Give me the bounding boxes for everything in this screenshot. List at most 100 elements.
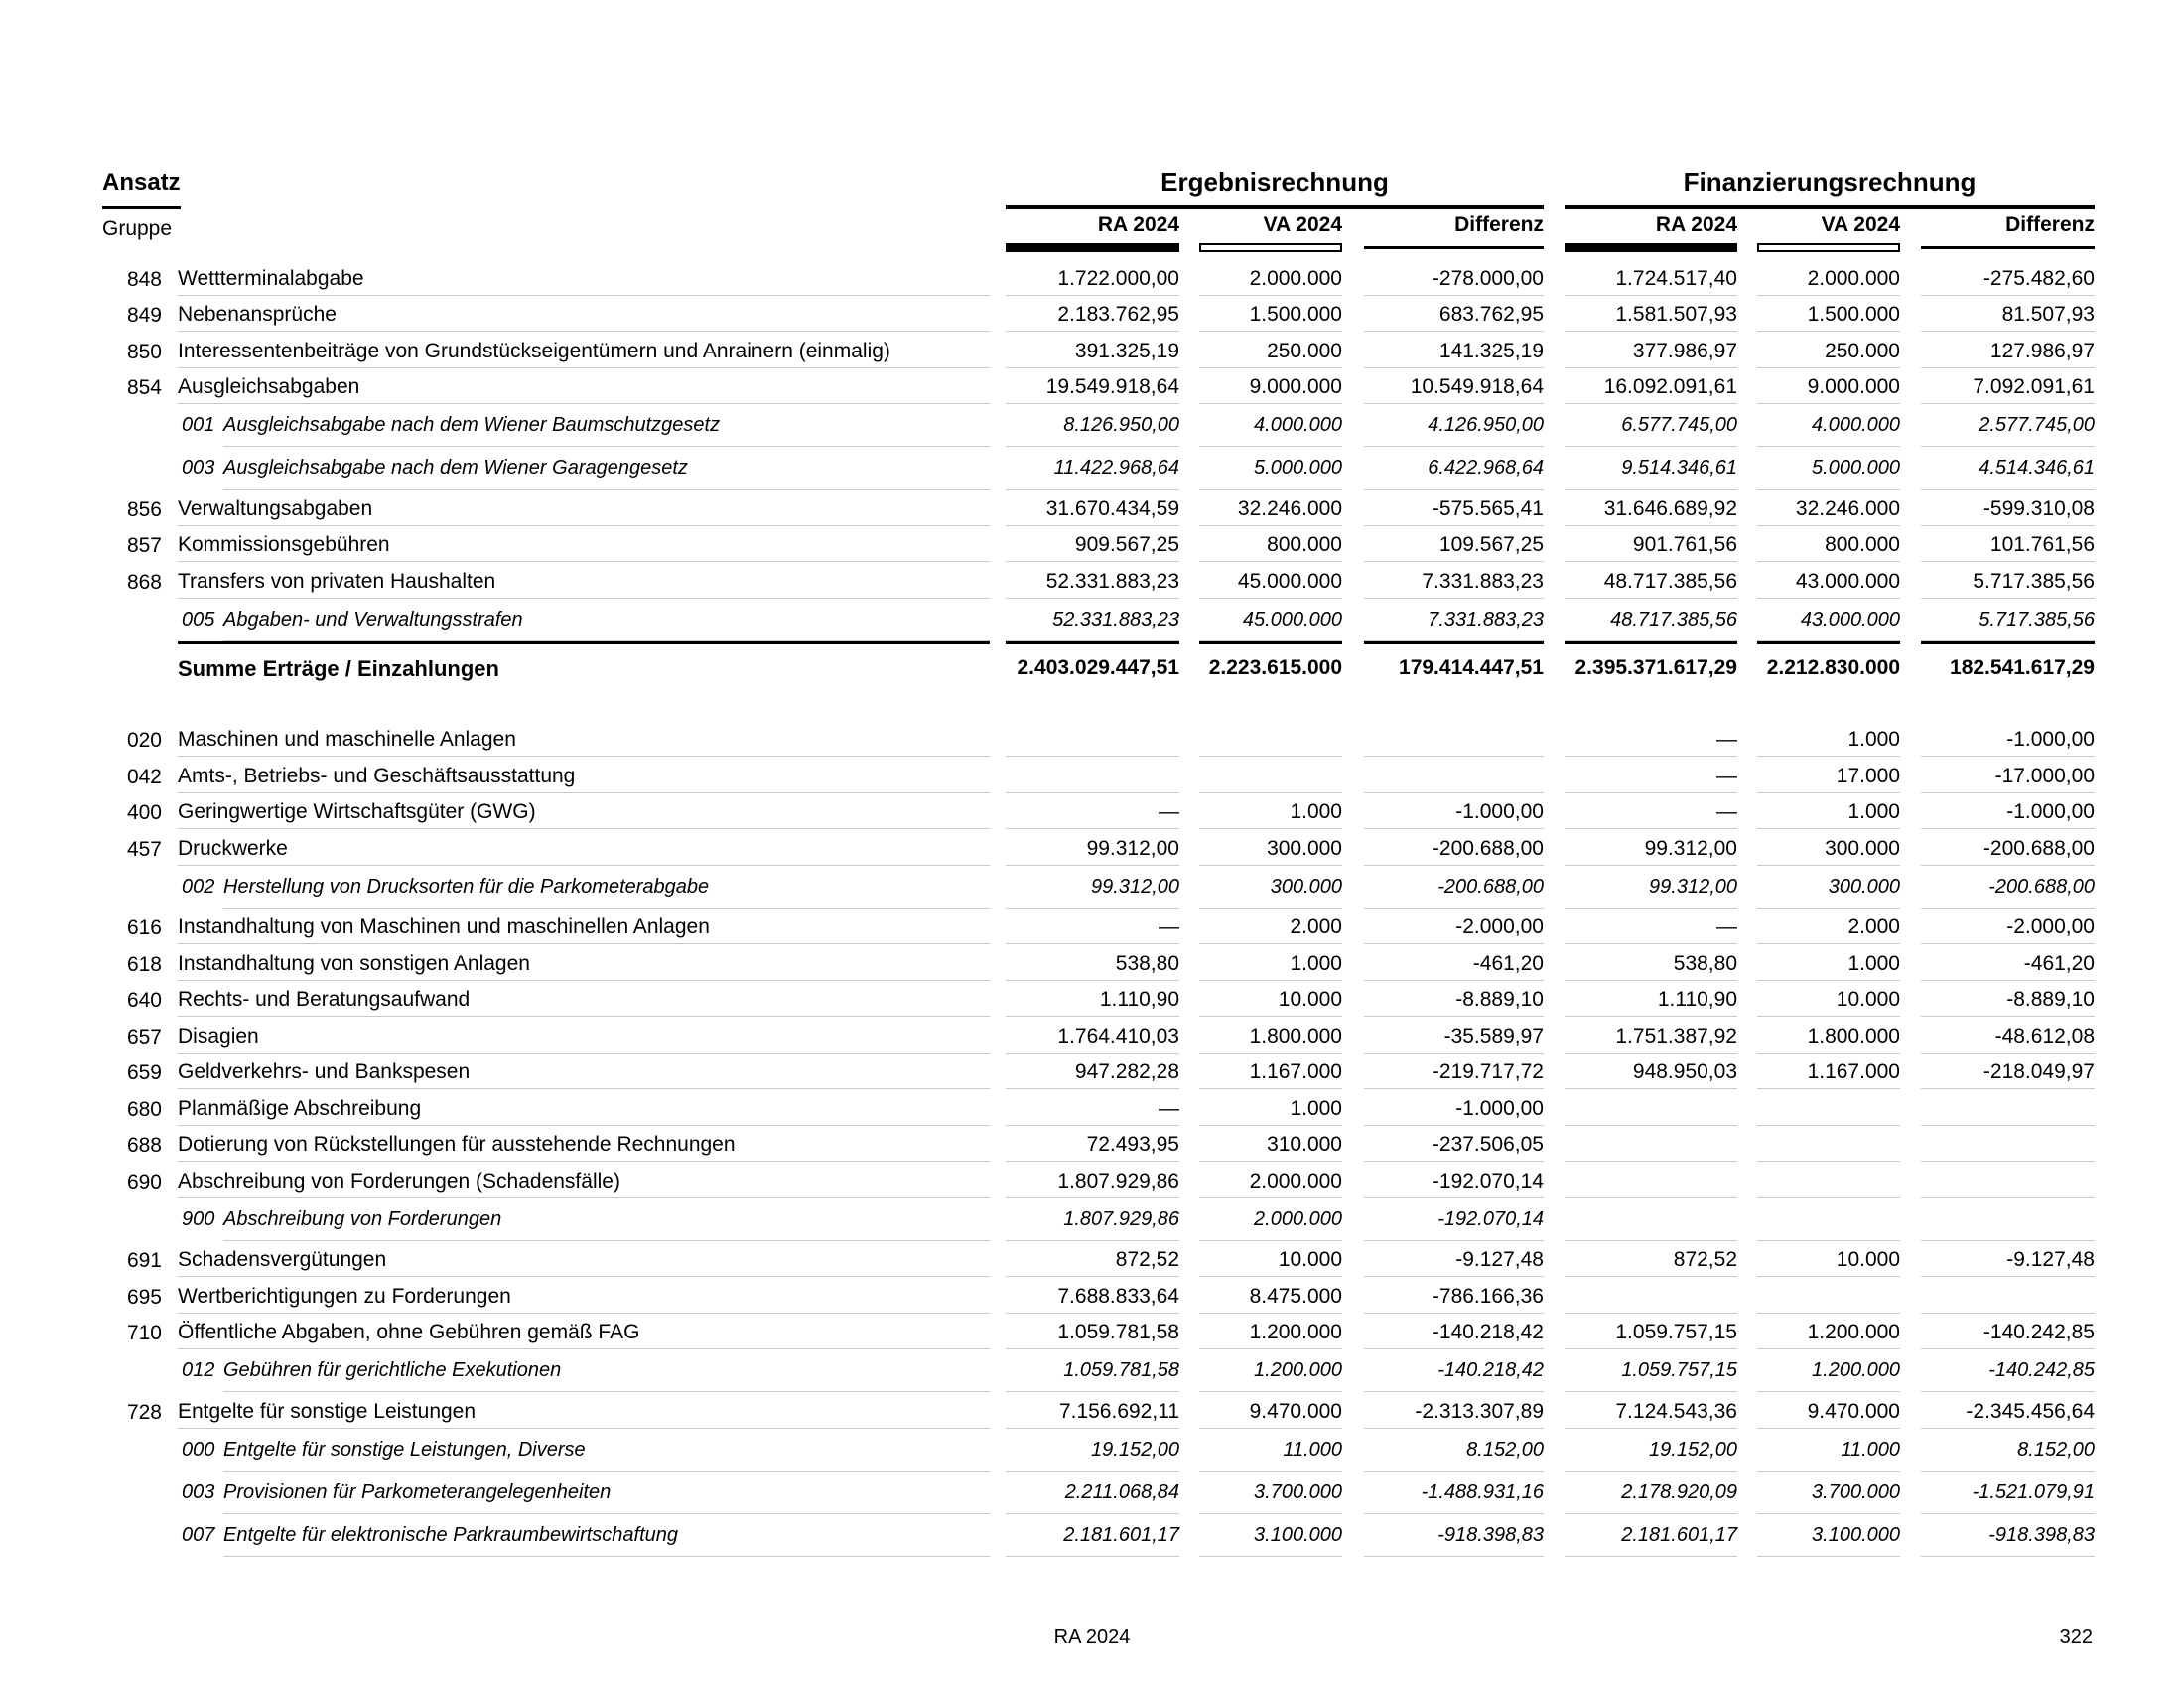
sub-row-code: 900 [182,1207,215,1230]
row-code: 857 [126,534,162,557]
value-cell: 2.000.000 [1199,259,1342,296]
value-cell: 45.000.000 [1199,562,1342,599]
value-cell: 300.000 [1757,829,1900,866]
row-code: 659 [126,1061,162,1084]
sub-row-title: Herstellung von Drucksorten für die Park… [223,875,710,898]
value-cell: 1.764.410,03 [1006,1017,1179,1054]
ansatz-heading-cell: Ansatz [99,169,1006,209]
table-row-042: 042 Amts-, Betriebs- und Geschäftsausstat… [99,757,2095,793]
column-header-er-ra2024: RA 2024 [1097,213,1179,236]
value-cell: -2.313.307,89 [1364,1392,1544,1429]
row-code: 868 [126,570,162,594]
value-cell: 1.000 [1199,793,1342,829]
value-cell: 109.567,25 [1364,526,1544,562]
column-header-er-differenz: Differenz [1454,213,1544,236]
value-cell [1757,1162,1900,1198]
value-cell: 127.986,97 [1921,332,2095,368]
value-cell: 31.670.434,59 [1006,490,1179,526]
sub-row-000: 000 Entgelte für sonstige Leistungen, Div… [99,1429,2095,1472]
value-cell: 250.000 [1199,332,1342,368]
value-cell: 99.312,00 [1006,866,1179,909]
value-cell: 1.200.000 [1757,1349,1900,1392]
value-cell: 52.331.883,23 [1006,599,1179,641]
value-cell: -192.070,14 [1364,1162,1544,1198]
value-cell: 538,80 [1006,944,1179,981]
fr-va2024-outlined-bar-indicator [1757,243,1900,252]
er-differenz-line-indicator [1364,246,1544,249]
value-cell: 683.762,95 [1364,296,1544,332]
row-code [99,1472,162,1514]
value-cell: 1.724.517,40 [1565,259,1737,296]
column-header-fr-va2024: VA 2024 [1821,213,1900,236]
value-cell: 101.761,56 [1921,526,2095,562]
value-cell: 7.124.543,36 [1565,1392,1737,1429]
value-cell [1199,757,1342,793]
table-row-691: 691 Schadensvergütungen 872,52 10.000 -9.127… [99,1241,2095,1277]
table-row-400: 400 Geringwertige Wirtschaftsgüter (GWG) —… [99,793,2095,829]
row-code [99,1429,162,1472]
row-label: Interessentenbeiträge von Grundstückseig… [178,332,990,368]
row-code: 020 [126,729,162,752]
value-cell [1364,757,1544,793]
value-cell: 5.717.385,56 [1921,599,2095,641]
row-code: 657 [126,1025,162,1049]
value-cell: 391.325,19 [1006,332,1179,368]
row-label: Schadensvergütungen [178,1241,990,1277]
value-cell: 10.549.918,64 [1364,368,1544,404]
value-cell: 1.059.781,58 [1006,1349,1179,1392]
value-cell: 19.549.918,64 [1006,368,1179,404]
value-cell: -461,20 [1364,944,1544,981]
value-cell [1565,1277,1737,1314]
table-row-868: 868 Transfers von privaten Haushalten 52.3… [99,562,2095,599]
sub-row-005: 005 Abgaben- und Verwaltungsstrafen 52.331… [99,599,2095,641]
row-label: Amts-, Betriebs- und Geschäftsausstattun… [178,757,990,793]
value-cell: 4.514.346,61 [1921,447,2095,490]
value-cell: 1.807.929,86 [1006,1198,1179,1241]
sub-row-007: 007 Entgelte für elektronische Parkraumbe… [99,1514,2095,1557]
row-code: 618 [126,952,162,976]
value-cell: 9.000.000 [1199,368,1342,404]
row-label: Instandhaltung von Maschinen und maschin… [178,909,990,944]
value-cell: 1.059.781,58 [1006,1314,1179,1349]
table-row-640: 640 Rechts- und Beratungsaufwand 1.110,90 1… [99,981,2095,1017]
value-cell: 872,52 [1006,1241,1179,1277]
value-cell: 2.000.000 [1757,259,1900,296]
value-cell: -599.310,08 [1921,490,2095,526]
sub-row-title: Gebühren für gerichtliche Exekutionen [223,1359,562,1381]
value-cell: — [1565,757,1737,793]
footer-report-label: RA 2024 [1053,1626,1131,1648]
value-cell [1565,1198,1737,1241]
row-label: Ausgleichsabgaben [178,368,990,404]
row-code [99,641,162,699]
value-cell: 99.312,00 [1006,829,1179,866]
row-code: 695 [126,1285,162,1309]
row-code: 710 [126,1322,162,1344]
value-cell [1921,1126,2095,1162]
value-cell: 141.325,19 [1364,332,1544,368]
value-cell: -9.127,48 [1921,1241,2095,1277]
row-code [99,866,162,909]
table-row-020: 020 Maschinen und maschinelle Anlagen — 1.0… [99,721,2095,757]
sub-row-title: Entgelte für sonstige Leistungen, Divers… [223,1438,586,1461]
value-cell: 2.000.000 [1199,1162,1342,1198]
row-label: 005 Abgaben- und Verwaltungsstrafen [182,599,990,641]
sub-row-code: 003 [182,1480,215,1503]
value-cell: 538,80 [1565,944,1737,981]
page-footer: RA 2024 322 [0,1626,2184,1656]
value-cell: 8.475.000 [1199,1277,1342,1314]
table-row-690: 690 Abschreibung von Forderungen (Schaden… [99,1162,2095,1198]
value-cell: 2.181.601,17 [1565,1514,1737,1557]
value-cell: 1.059.757,15 [1565,1349,1737,1392]
column-header-er-va2024: VA 2024 [1263,213,1342,236]
value-cell: -575.565,41 [1364,490,1544,526]
value-cell: 9.000.000 [1757,368,1900,404]
value-cell: 1.000 [1199,1089,1342,1126]
sub-row-003: 003 Provisionen für Parkometerangelegenhe… [99,1472,2095,1514]
value-cell: — [1565,909,1737,944]
value-cell: 10.000 [1757,1241,1900,1277]
value-cell: 1.059.757,15 [1565,1314,1737,1349]
fr-ra2024-filled-bar-indicator [1565,243,1737,252]
value-cell: 1.000 [1757,793,1900,829]
value-cell: -2.000,00 [1921,909,2095,944]
row-code: 616 [126,916,162,939]
